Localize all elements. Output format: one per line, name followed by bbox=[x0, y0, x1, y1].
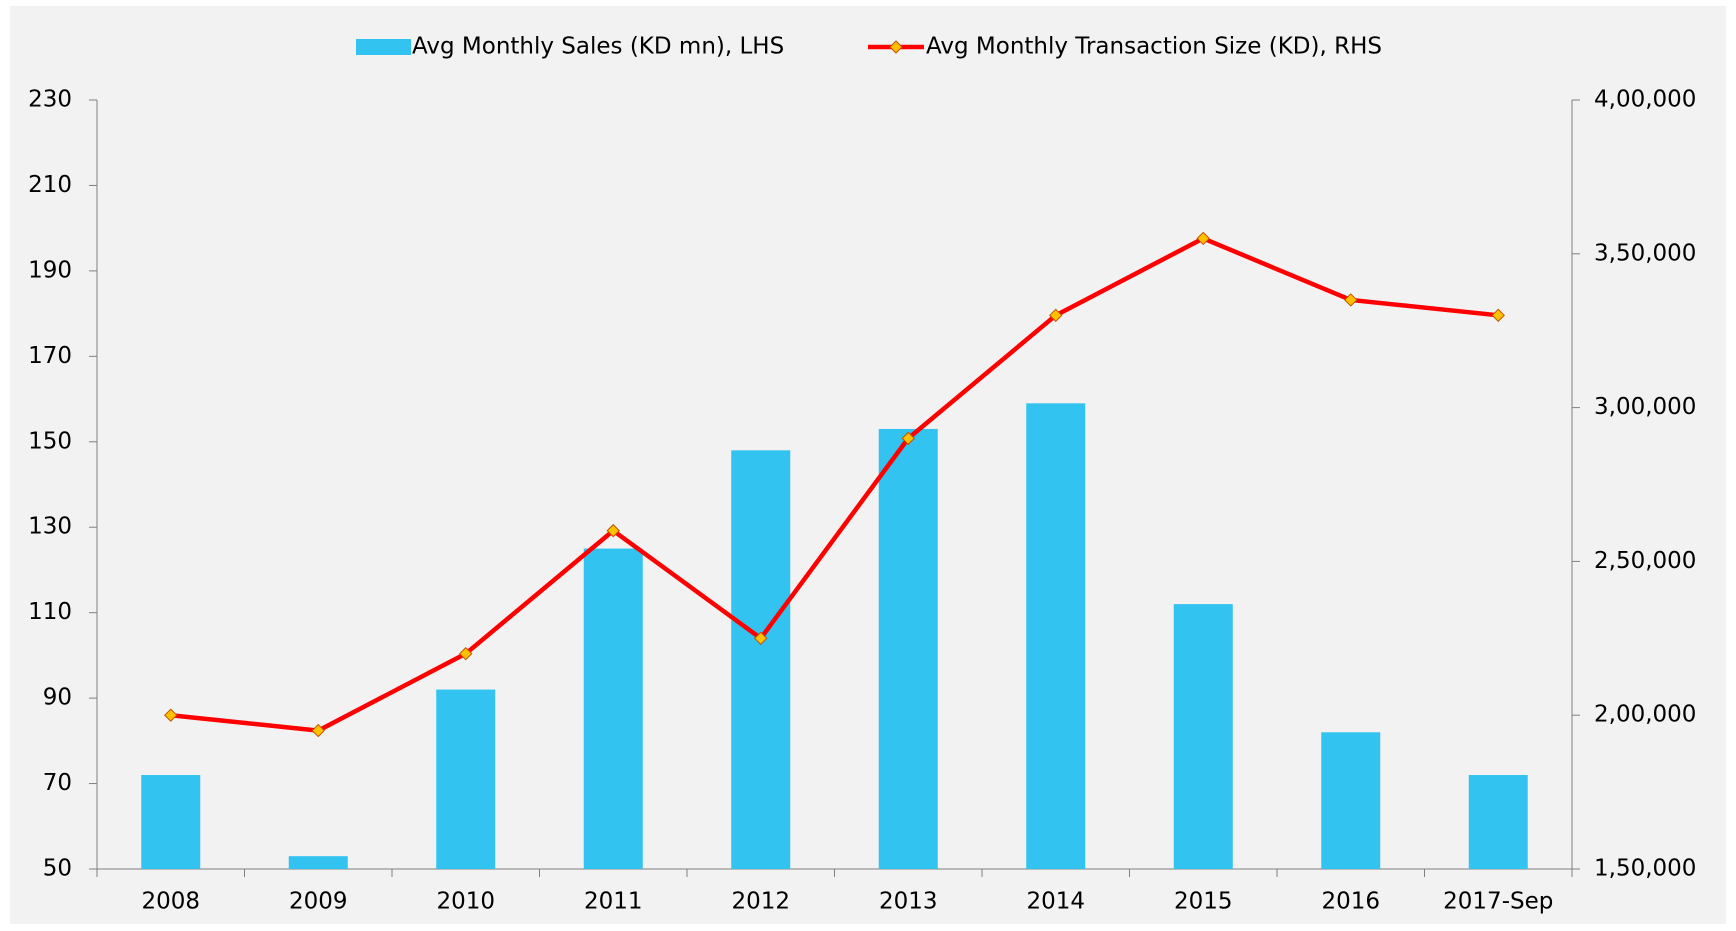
x-tick-label: 2009 bbox=[289, 889, 348, 915]
line bbox=[170, 236, 1499, 733]
y-tick-label: 170 bbox=[28, 343, 72, 369]
marker bbox=[606, 523, 620, 538]
bar bbox=[141, 775, 201, 869]
bar bbox=[731, 450, 791, 869]
legend-label: Avg Monthly Sales (KD mn), LHS bbox=[412, 34, 784, 60]
y-tick-label: 150 bbox=[28, 428, 72, 454]
y-tick-label: 190 bbox=[28, 257, 72, 283]
x-tick-label: 2012 bbox=[731, 889, 790, 915]
y-tick-label: 50 bbox=[43, 856, 72, 882]
x-tick-label: 2008 bbox=[141, 889, 200, 915]
y-tick-label: 130 bbox=[28, 514, 72, 540]
bar bbox=[288, 856, 348, 869]
y-tick-label: 230 bbox=[28, 87, 72, 113]
marker bbox=[1196, 231, 1210, 246]
legend-marker bbox=[889, 40, 903, 54]
y-tick-label: 90 bbox=[43, 685, 72, 711]
y2-tick-label: 1,50,000 bbox=[1594, 856, 1696, 882]
y2-tick-label: 2,50,000 bbox=[1594, 548, 1696, 574]
bar bbox=[436, 689, 496, 869]
x-tick-label: 2015 bbox=[1174, 889, 1233, 915]
y2-tick-label: 3,00,000 bbox=[1594, 394, 1696, 420]
bar bbox=[1173, 604, 1233, 869]
bar bbox=[878, 428, 938, 869]
marker bbox=[1491, 308, 1505, 323]
bar bbox=[1468, 775, 1528, 869]
legend-label: Avg Monthly Transaction Size (KD), RHS bbox=[926, 34, 1382, 60]
x-tick-label: 2014 bbox=[1026, 889, 1085, 915]
marker bbox=[1344, 293, 1358, 307]
bar bbox=[583, 548, 643, 869]
x-tick-label: 2011 bbox=[584, 889, 643, 915]
y2-tick-label: 3,50,000 bbox=[1594, 240, 1696, 266]
marker bbox=[164, 708, 178, 722]
y-tick-label: 70 bbox=[43, 770, 72, 796]
y-tick-label: 110 bbox=[28, 599, 72, 625]
marker bbox=[901, 431, 915, 446]
marker bbox=[311, 723, 325, 738]
legend-swatch bbox=[356, 39, 411, 55]
chart-background bbox=[10, 6, 1726, 924]
y2-tick-label: 2,00,000 bbox=[1594, 702, 1696, 728]
marker bbox=[459, 646, 473, 661]
y2-tick-label: 4,00,000 bbox=[1594, 87, 1696, 113]
x-tick-label: 2010 bbox=[436, 889, 495, 915]
marker bbox=[754, 631, 768, 646]
x-tick-label: 2013 bbox=[879, 889, 938, 915]
x-tick-label: 2017-Sep bbox=[1443, 889, 1553, 915]
marker bbox=[1049, 308, 1063, 323]
bar bbox=[1026, 403, 1086, 869]
bar bbox=[1321, 732, 1381, 869]
x-tick-label: 2016 bbox=[1321, 889, 1380, 915]
y-tick-label: 210 bbox=[28, 172, 72, 198]
